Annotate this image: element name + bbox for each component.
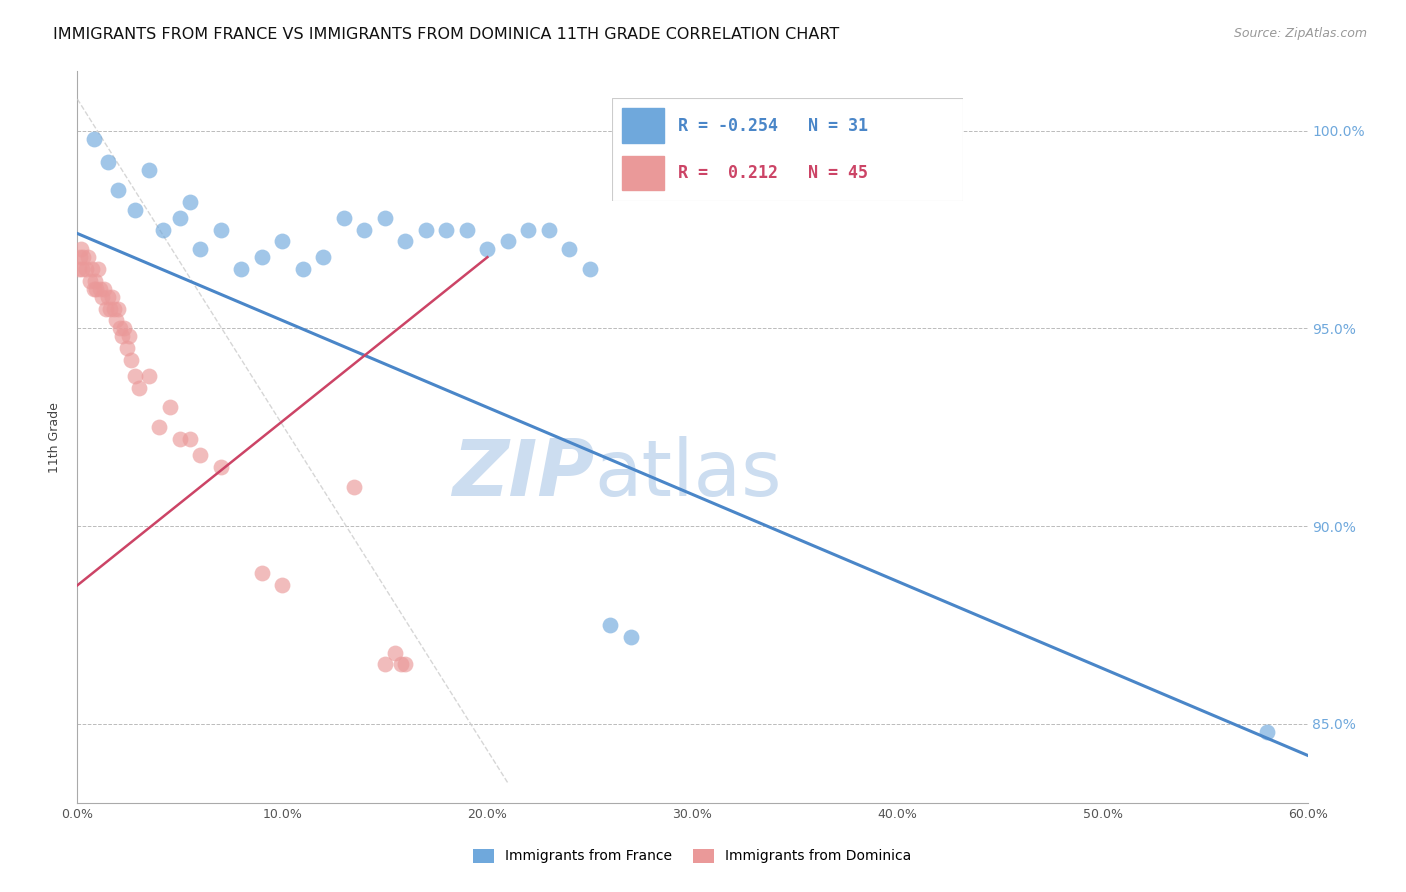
Point bbox=[124, 202, 146, 217]
Point bbox=[110, 321, 132, 335]
Point bbox=[209, 459, 232, 474]
Point bbox=[115, 341, 138, 355]
FancyBboxPatch shape bbox=[612, 98, 963, 201]
Point bbox=[250, 250, 273, 264]
Point bbox=[169, 432, 191, 446]
Point bbox=[599, 618, 621, 632]
Point bbox=[72, 250, 94, 264]
Text: Source: ZipAtlas.com: Source: ZipAtlas.com bbox=[1233, 27, 1367, 40]
Point bbox=[456, 222, 478, 236]
Point bbox=[271, 578, 294, 592]
Text: IMMIGRANTS FROM FRANCE VS IMMIGRANTS FROM DOMINICA 11TH GRADE CORRELATION CHART: IMMIGRANTS FROM FRANCE VS IMMIGRANTS FRO… bbox=[53, 27, 839, 42]
Bar bbox=[621, 155, 665, 190]
Point bbox=[353, 222, 375, 236]
Point bbox=[620, 630, 643, 644]
Point bbox=[97, 290, 120, 304]
Point bbox=[87, 262, 110, 277]
Point bbox=[394, 657, 416, 672]
Point bbox=[83, 274, 105, 288]
Point bbox=[415, 222, 437, 236]
Point bbox=[477, 242, 499, 256]
Point bbox=[72, 262, 94, 277]
Point bbox=[67, 262, 90, 277]
Point bbox=[101, 290, 124, 304]
Point bbox=[94, 301, 117, 316]
Point bbox=[124, 368, 146, 383]
Point bbox=[117, 329, 139, 343]
Point bbox=[84, 282, 107, 296]
Point bbox=[83, 131, 105, 145]
Point bbox=[188, 448, 212, 462]
Point bbox=[79, 274, 101, 288]
Point bbox=[103, 301, 125, 316]
Point bbox=[138, 368, 160, 383]
Point bbox=[179, 432, 201, 446]
Point bbox=[179, 194, 201, 209]
Point bbox=[138, 163, 160, 178]
Bar bbox=[621, 108, 665, 144]
Point bbox=[159, 401, 181, 415]
Text: R = -0.254   N = 31: R = -0.254 N = 31 bbox=[678, 117, 869, 135]
Point bbox=[93, 282, 115, 296]
Point bbox=[148, 420, 170, 434]
Point bbox=[152, 222, 174, 236]
Point bbox=[374, 211, 396, 225]
Text: atlas: atlas bbox=[595, 435, 782, 512]
Point bbox=[389, 657, 412, 672]
Y-axis label: 11th Grade: 11th Grade bbox=[48, 401, 62, 473]
Point bbox=[188, 242, 212, 256]
Point bbox=[333, 211, 356, 225]
Point bbox=[90, 290, 114, 304]
Point bbox=[517, 222, 540, 236]
Point bbox=[97, 155, 120, 169]
Point bbox=[579, 262, 602, 277]
Point bbox=[107, 301, 129, 316]
Text: ZIP: ZIP bbox=[451, 435, 595, 512]
Point bbox=[111, 329, 134, 343]
Point bbox=[394, 235, 416, 249]
Point bbox=[107, 183, 129, 197]
Point bbox=[384, 646, 406, 660]
Legend: Immigrants from France, Immigrants from Dominica: Immigrants from France, Immigrants from … bbox=[468, 843, 917, 869]
Point bbox=[1256, 724, 1278, 739]
Point bbox=[343, 479, 366, 493]
Point bbox=[120, 353, 142, 368]
Point bbox=[231, 262, 253, 277]
Point bbox=[537, 222, 560, 236]
Point bbox=[312, 250, 335, 264]
Point bbox=[75, 262, 97, 277]
Point bbox=[250, 566, 273, 581]
Point bbox=[169, 211, 191, 225]
Point bbox=[496, 235, 519, 249]
Point bbox=[558, 242, 581, 256]
Point bbox=[105, 313, 128, 327]
Point bbox=[374, 657, 396, 672]
Text: R =  0.212   N = 45: R = 0.212 N = 45 bbox=[678, 164, 869, 182]
Point bbox=[89, 282, 111, 296]
Point bbox=[128, 381, 150, 395]
Point bbox=[291, 262, 314, 277]
Point bbox=[80, 262, 103, 277]
Point bbox=[70, 242, 93, 256]
Point bbox=[98, 301, 121, 316]
Point bbox=[436, 222, 458, 236]
Point bbox=[76, 250, 98, 264]
Point bbox=[69, 250, 91, 264]
Point bbox=[83, 282, 105, 296]
Point bbox=[114, 321, 136, 335]
Point bbox=[271, 235, 294, 249]
Point bbox=[209, 222, 232, 236]
